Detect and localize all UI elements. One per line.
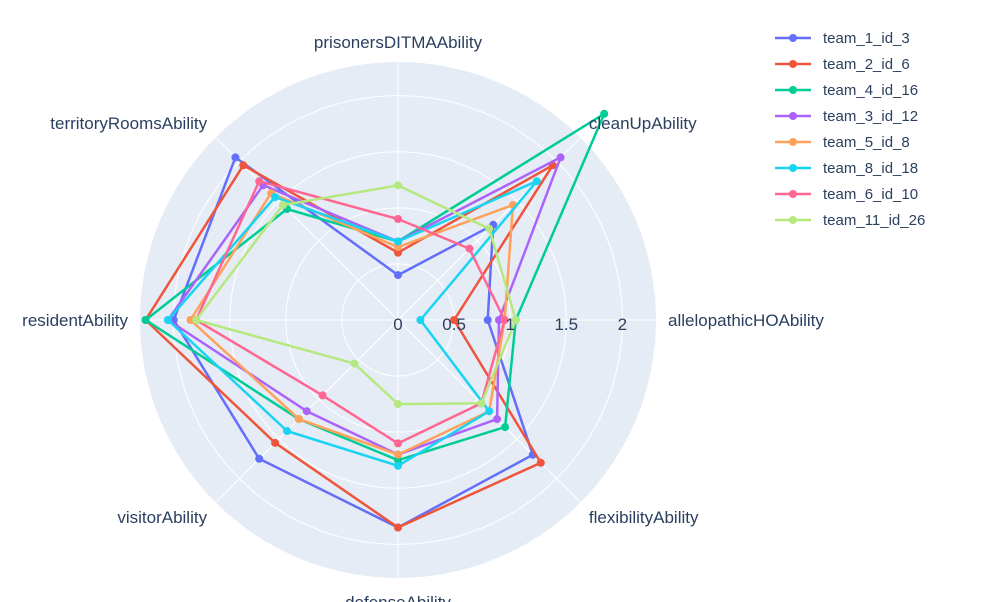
data-point <box>556 153 565 162</box>
data-point <box>511 316 520 324</box>
legend-item-team_4_id_16[interactable]: team_4_id_16 <box>775 82 918 99</box>
axis-label-flexibilityAbility: flexibilityAbility <box>589 508 699 527</box>
series-team_8_id_18 <box>164 177 541 470</box>
data-point <box>318 391 327 400</box>
data-point <box>231 153 240 162</box>
data-point <box>294 415 303 424</box>
data-point <box>465 244 474 253</box>
legend-label: team_4_id_16 <box>823 82 918 99</box>
radial-tick-label: 2 <box>618 315 627 334</box>
axis-label-allelopathicHOAbility: allelopathicHOAbility <box>668 311 824 330</box>
data-point <box>500 316 509 324</box>
legend-marker <box>789 60 797 68</box>
legend[interactable]: team_1_id_3 team_2_id_6 team_4_id_16 team_3… <box>775 30 925 229</box>
data-point <box>394 523 402 532</box>
axis-labels: prisonersDITMAAbility cleanUpAbility allel… <box>22 33 824 602</box>
legend-item-team_8_id_18[interactable]: team_8_id_18 <box>775 160 918 177</box>
legend-marker <box>789 112 797 120</box>
data-point <box>394 456 402 465</box>
data-point <box>532 177 541 186</box>
data-point <box>271 193 280 202</box>
data-point <box>394 243 402 252</box>
radial-tick-label: 1.5 <box>554 315 578 334</box>
data-point <box>350 359 359 368</box>
data-point <box>283 427 291 435</box>
data-point <box>477 399 486 408</box>
legend-label: team_1_id_3 <box>823 30 910 47</box>
legend-marker <box>789 164 797 172</box>
legend-label: team_3_id_12 <box>823 108 918 125</box>
data-point <box>394 461 402 470</box>
axis-label-territoryRoomsAbility: territoryRoomsAbility <box>50 114 207 133</box>
data-point <box>394 237 402 246</box>
data-point <box>394 248 402 257</box>
radial-tick-label: 1 <box>505 315 514 334</box>
data-point <box>450 316 459 324</box>
axis-label-residentAbility: residentAbility <box>22 311 128 330</box>
data-point <box>394 439 402 448</box>
series-team_6_id_10 <box>192 177 509 448</box>
legend-marker <box>789 138 797 146</box>
data-point <box>192 316 201 324</box>
data-point <box>394 271 402 280</box>
data-point <box>485 224 494 233</box>
legend-label: team_2_id_6 <box>823 56 910 73</box>
legend-label: team_8_id_18 <box>823 160 918 177</box>
data-point <box>501 423 510 432</box>
legend-marker <box>789 34 797 42</box>
data-point <box>536 458 545 467</box>
data-point <box>495 316 503 324</box>
radial-tick-label: 0.5 <box>442 315 466 334</box>
legend-item-team_3_id_12[interactable]: team_3_id_12 <box>775 108 918 125</box>
axis-label-prisonersDITMAAbility: prisonersDITMAAbility <box>314 33 483 52</box>
data-point <box>255 454 264 463</box>
legend-marker <box>789 190 797 198</box>
data-point <box>302 407 311 416</box>
legend-label: team_5_id_8 <box>823 134 910 151</box>
legend-item-team_6_id_10[interactable]: team_6_id_10 <box>775 186 918 203</box>
data-point <box>279 201 287 209</box>
data-point <box>394 215 402 223</box>
data-point <box>485 407 494 416</box>
legend-label: team_11_id_26 <box>823 212 925 229</box>
data-point <box>493 415 502 424</box>
legend-label: team_6_id_10 <box>823 186 918 203</box>
data-point <box>600 109 609 118</box>
legend-marker <box>789 86 797 94</box>
axis-label-visitorAbility: visitorAbility <box>117 508 207 527</box>
data-point <box>394 181 402 190</box>
axis-label-cleanUpAbility: cleanUpAbility <box>589 114 697 133</box>
data-point <box>394 400 402 409</box>
data-point <box>483 316 492 324</box>
data-point <box>239 161 248 170</box>
series-team_11_id_26 <box>192 181 520 409</box>
data-point <box>164 316 172 324</box>
axis-label-defenseAbility: defenseAbility <box>345 593 451 602</box>
series-layer <box>141 109 609 532</box>
data-point <box>255 177 264 186</box>
legend-item-team_11_id_26[interactable]: team_11_id_26 <box>775 212 925 229</box>
legend-marker <box>789 216 797 224</box>
data-point <box>141 316 150 324</box>
data-point <box>394 450 402 459</box>
radial-tick-label: 0 <box>393 315 402 334</box>
data-point <box>271 438 280 447</box>
data-point <box>186 316 195 324</box>
data-point <box>416 316 425 324</box>
legend-item-team_1_id_3[interactable]: team_1_id_3 <box>775 30 910 47</box>
legend-item-team_2_id_6[interactable]: team_2_id_6 <box>775 56 910 73</box>
legend-item-team_5_id_8[interactable]: team_5_id_8 <box>775 134 910 151</box>
